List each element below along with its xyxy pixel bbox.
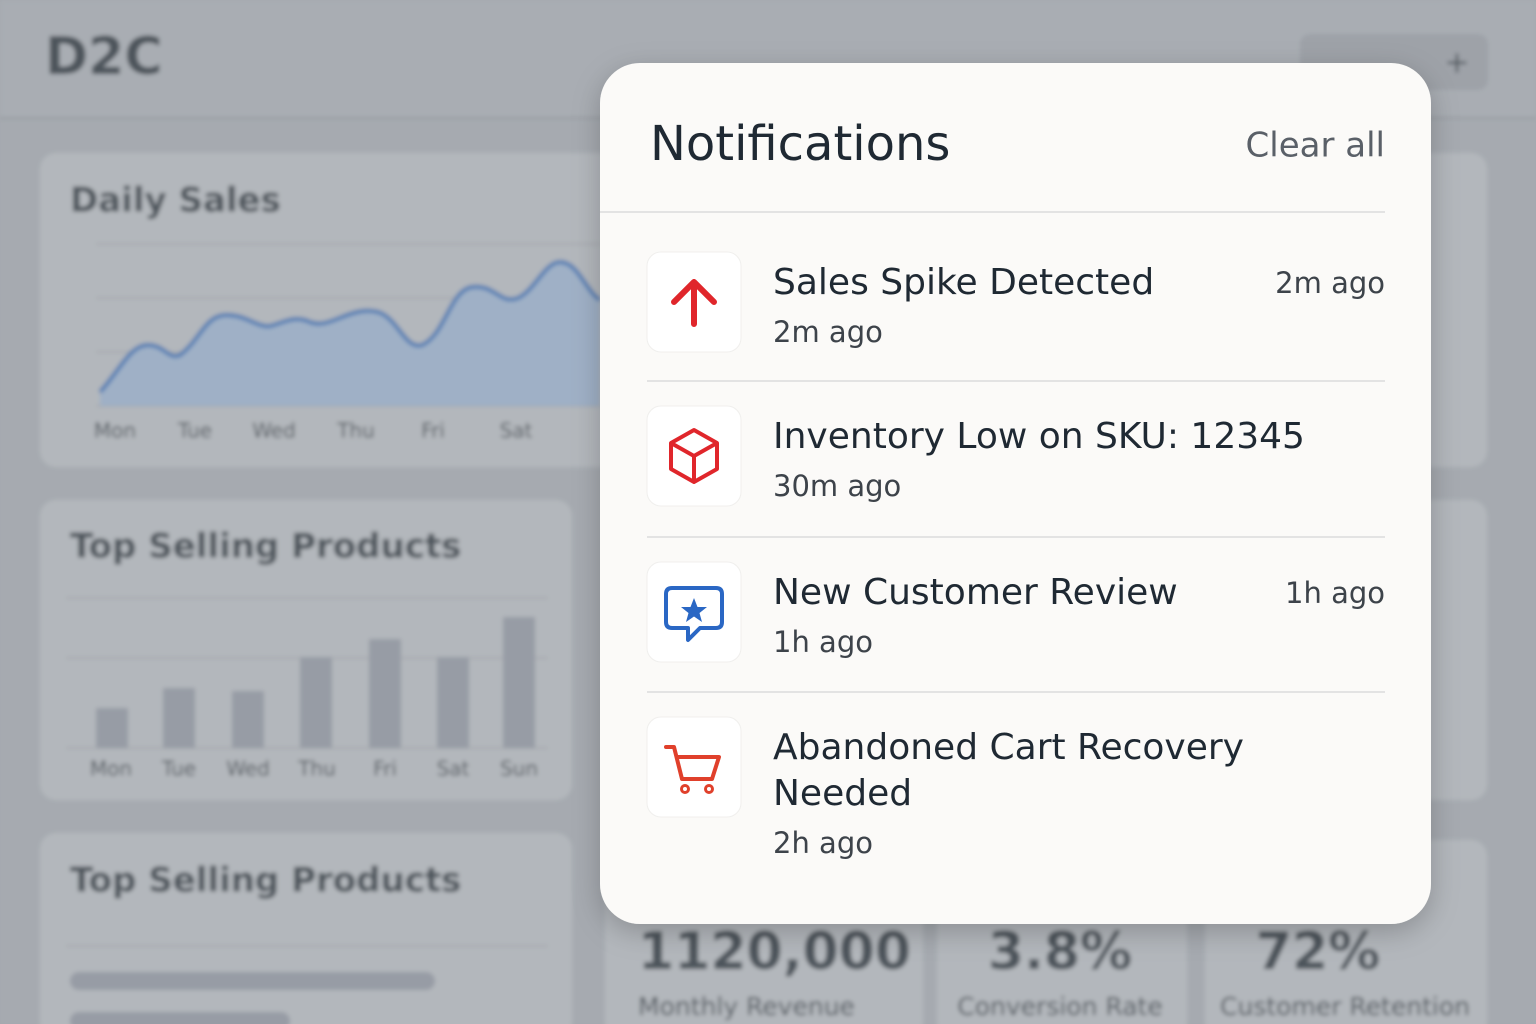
stat-label: Conversion Rate <box>957 992 1162 1021</box>
clear-all-button[interactable]: Clear all <box>1246 126 1385 166</box>
notification-title: Needed <box>773 773 912 814</box>
notification-icon <box>664 586 724 642</box>
notification-time: 2m ago <box>773 315 883 349</box>
notification-icon <box>669 428 719 484</box>
card-title: Top Selling Products <box>70 527 461 567</box>
axis-label: Sat <box>437 757 470 781</box>
notification-title: Abandoned Cart Recovery <box>773 727 1244 768</box>
progress-decoration <box>70 972 435 990</box>
notification-icon <box>671 279 717 327</box>
notifications-panel: Notifications Clear all Sales Spike Dete… <box>600 63 1431 924</box>
notification-item[interactable]: Sales Spike Detected 2m ago 2m ago <box>646 251 1385 353</box>
axis-label: Thu <box>336 419 375 443</box>
notification-title: Inventory Low on SKU: 12345 <box>773 416 1305 457</box>
stat-value: 1120,000 <box>638 922 911 982</box>
stat-label: Monthly Revenue <box>638 992 855 1021</box>
area-decoration <box>100 262 600 406</box>
stat-value: 3.8% <box>988 922 1132 982</box>
axis-label: Tue <box>161 757 196 781</box>
icon-shape <box>664 586 724 642</box>
icon-shape <box>680 784 690 794</box>
axis-label: Fri <box>421 419 445 443</box>
icon-shape <box>704 784 714 794</box>
notification-time: 2h ago <box>773 826 873 860</box>
axis-label: Sat <box>500 419 533 443</box>
bar-decoration <box>96 617 535 748</box>
notification-item[interactable]: New Customer Review 1h ago 1h ago <box>646 561 1385 663</box>
line-decoration <box>98 259 602 394</box>
card-title: Top Selling Products <box>70 861 461 901</box>
notification-icon-box <box>646 716 742 818</box>
panel-title: Notifications <box>650 116 950 172</box>
icon-shape <box>671 279 717 327</box>
icon-shape <box>664 745 721 781</box>
notification-item[interactable]: Abandoned Cart Recovery Needed 2h ago <box>646 716 1244 860</box>
notification-time-right: 2m ago <box>1275 266 1385 300</box>
notification-title: New Customer Review <box>773 572 1178 613</box>
icon-shape <box>669 428 719 484</box>
notification-title: Sales Spike Detected <box>773 262 1154 303</box>
axis-label: Wed <box>226 757 270 781</box>
axis-label: Tue <box>177 419 212 443</box>
icon-shape <box>681 598 707 622</box>
brand: D2C <box>45 27 163 87</box>
axis-label: Fri <box>373 757 397 781</box>
stat-value: 72% <box>1256 922 1380 982</box>
notification-time: 30m ago <box>773 469 901 503</box>
add-icon: + <box>1444 46 1469 81</box>
axis-label: Wed <box>252 419 296 443</box>
axis-label: Thu <box>297 757 336 781</box>
axis-label: Sun <box>500 757 538 781</box>
panel <box>600 63 1431 924</box>
progress-decoration <box>70 1012 290 1024</box>
notification-time: 1h ago <box>773 625 873 659</box>
card-title: Daily Sales <box>70 181 281 221</box>
notification-icon <box>664 745 721 794</box>
stat-label: Customer Retention <box>1220 992 1470 1021</box>
axis-label: Mon <box>90 757 132 781</box>
axis-label: Mon <box>94 419 136 443</box>
notification-item[interactable]: Inventory Low on SKU: 12345 30m ago <box>646 405 1305 507</box>
notification-time-right: 1h ago <box>1285 576 1385 610</box>
